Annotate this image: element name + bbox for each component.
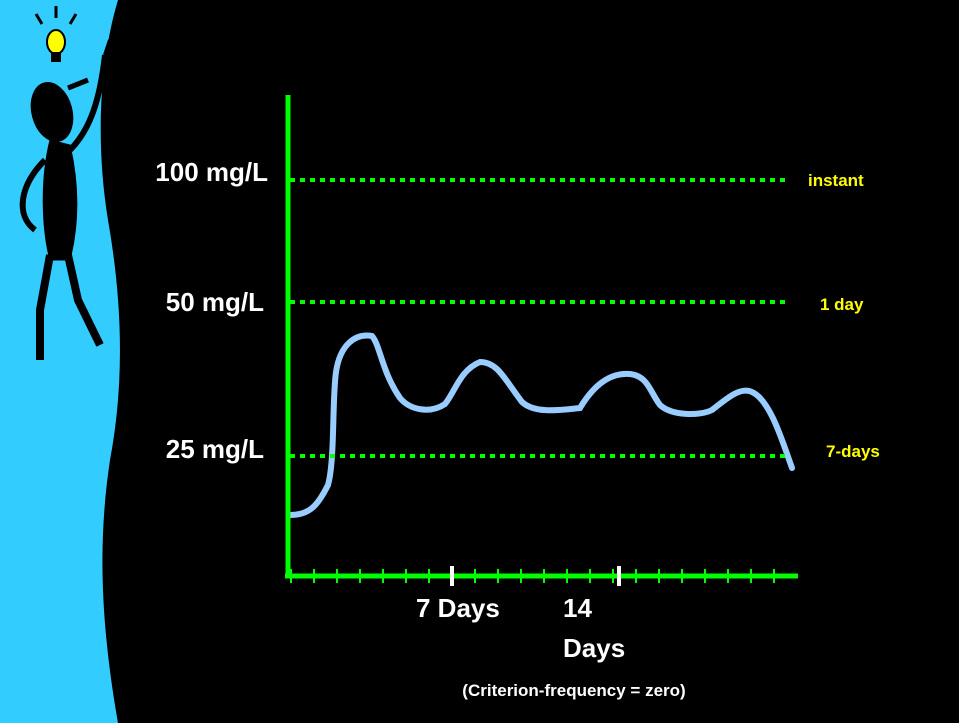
x-label: 14 bbox=[563, 593, 592, 623]
slide: 100 mg/L 50 mg/L 25 mg/L instant 1 day 7… bbox=[0, 0, 959, 723]
x-label: Days bbox=[563, 633, 625, 663]
threshold-label: 25 mg/L bbox=[166, 434, 264, 464]
duration-label: instant bbox=[808, 171, 864, 190]
x-label: 7 Days bbox=[416, 593, 500, 623]
duration-label: 1 day bbox=[820, 295, 864, 314]
duration-label: 7-days bbox=[826, 442, 880, 461]
caption: (Criterion-frequency = zero) bbox=[462, 681, 685, 700]
threshold-label: 50 mg/L bbox=[166, 287, 264, 317]
threshold-label: 100 mg/L bbox=[155, 157, 268, 187]
